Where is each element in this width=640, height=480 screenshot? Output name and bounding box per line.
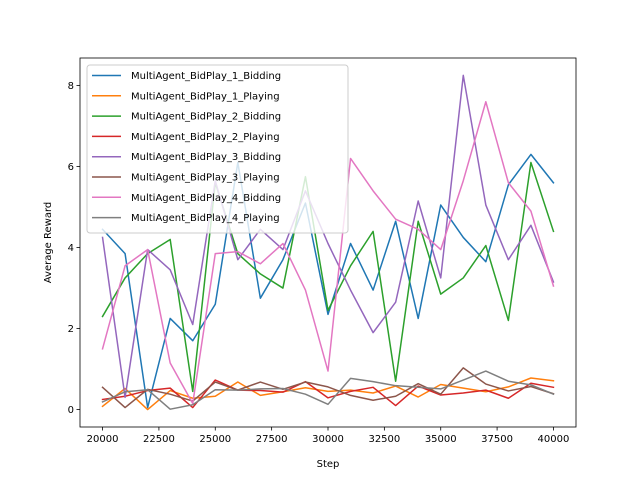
x-tick-label: 37500 xyxy=(481,434,513,445)
y-tick-label: 4 xyxy=(68,243,74,254)
series-line-5 xyxy=(101,74,555,399)
legend-frame xyxy=(86,64,349,234)
x-tick-label: 30000 xyxy=(312,434,344,445)
y-axis: 0 2 4 6 8 xyxy=(68,81,80,416)
legend-label-7: MultiAgent_BidPlay_4_Bidding xyxy=(131,193,281,204)
series-line-8 xyxy=(101,370,555,410)
legend-label-5: MultiAgent_BidPlay_3_Bidding xyxy=(131,152,281,163)
x-tick-label: 32500 xyxy=(368,434,400,445)
legend-label-6: MultiAgent_BidPlay_3_Playing xyxy=(131,173,280,184)
y-tick-label: 8 xyxy=(68,81,74,92)
x-axis: 20000 22500 25000 27500 30000 32500 35000 37500… xyxy=(87,427,570,445)
series-line-7 xyxy=(101,101,555,405)
legend-label-2: MultiAgent_BidPlay_1_Playing xyxy=(131,91,280,102)
x-axis-label: Step xyxy=(317,459,340,470)
x-tick-label: 40000 xyxy=(538,434,570,445)
y-tick-label: 2 xyxy=(68,324,74,335)
x-tick-label: 20000 xyxy=(87,434,119,445)
x-tick-label: 25000 xyxy=(199,434,231,445)
legend-label-3: MultiAgent_BidPlay_2_Bidding xyxy=(131,112,281,123)
legend-label-1: MultiAgent_BidPlay_1_Bidding xyxy=(131,71,281,82)
x-tick-label: 35000 xyxy=(425,434,457,445)
legend: MultiAgent_BidPlay_1_Bidding MultiAgent_B… xyxy=(86,64,349,234)
y-axis-label: Average Reward xyxy=(43,202,54,283)
legend-label-8: MultiAgent_BidPlay_4_Playing xyxy=(131,213,280,224)
series-layer xyxy=(101,74,555,411)
x-tick-label: 22500 xyxy=(143,434,175,445)
series-line-4 xyxy=(101,379,555,409)
series-line-3 xyxy=(101,161,555,393)
y-tick-label: 6 xyxy=(68,162,74,173)
series-line-6 xyxy=(101,367,555,409)
legend-label-4: MultiAgent_BidPlay_2_Playing xyxy=(131,132,280,143)
series-line-1 xyxy=(101,153,555,409)
x-tick-label: 27500 xyxy=(256,434,288,445)
y-tick-label: 0 xyxy=(68,405,74,416)
